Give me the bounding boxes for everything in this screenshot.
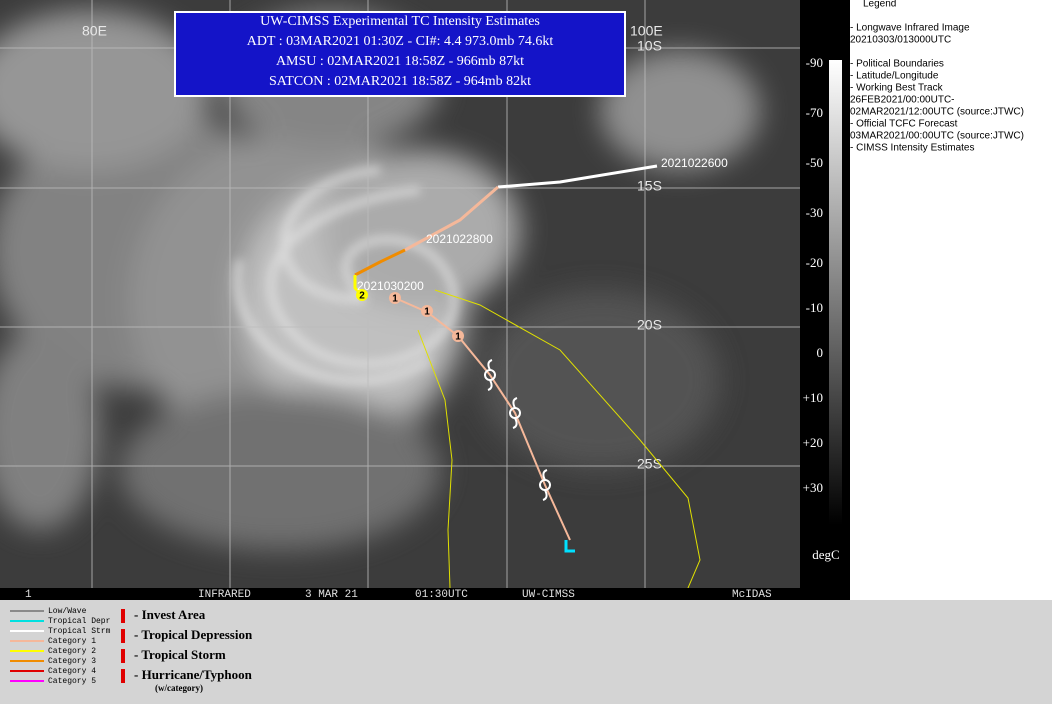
symbol-icon [121, 629, 125, 643]
colorbar-label: -90 [806, 55, 823, 70]
colorbar-label: +10 [803, 390, 823, 405]
symbol-legend-label: - Invest Area [134, 607, 206, 622]
colorbar-label: -30 [806, 205, 823, 220]
category-mark: 1 [392, 294, 398, 305]
header-line: SATCON : 02MAR2021 18:58Z - 964mb 82kt [269, 74, 531, 89]
header-title: UW-CIMSS Experimental TC Intensity Estim… [260, 14, 540, 29]
status-item: INFRARED [198, 589, 251, 601]
forecast-cone [417, 289, 701, 596]
symbol-icon [121, 669, 125, 683]
lat-label: 20S [637, 317, 662, 333]
colorbar-label: +30 [803, 480, 823, 495]
line-legend-label: Tropical Strm [48, 627, 111, 636]
header-box: UW-CIMSS Experimental TC Intensity Estim… [174, 11, 626, 97]
track-date: 2021022800 [426, 232, 493, 246]
symbol-icon [121, 649, 125, 663]
symbol-legend-label: - Tropical Depression [134, 627, 253, 642]
colorbar-panel: -90 -70 -50 -30 -20 -10 0 +10 +20 +30 degC [800, 0, 850, 600]
lat-label: 25S [637, 456, 662, 472]
header-line: AMSU : 02MAR2021 18:58Z - 966mb 87kt [276, 54, 524, 69]
header-line: ADT : 03MAR2021 01:30Z - CI#: 4.4 973.0m… [247, 34, 554, 49]
lon-label: 80E [82, 23, 107, 39]
legend-panel: Legend - Longwave Infrared Image20210303… [850, 0, 1052, 600]
track-dates: 2021022600 2021022800 2021030200 [357, 156, 728, 293]
colorbar-label: -10 [806, 300, 823, 315]
legend-line: - Official TCFC Forecast [850, 119, 958, 130]
legend-title: Legend [863, 0, 896, 10]
forecast-symbols: 2 1 1 1 [356, 289, 575, 553]
colorbar-unit: degC [812, 547, 839, 562]
track-date: 2021022600 [661, 156, 728, 170]
legend-line: 20210303/013000UTC [850, 35, 951, 46]
lat-label: 10S [637, 38, 662, 54]
line-legend-label: Low/Wave [48, 607, 87, 616]
status-item: UW-CIMSS [522, 589, 575, 601]
lat-lon-grid [0, 0, 800, 588]
legend-line: 02MAR2021/12:00UTC (source:JTWC) [850, 107, 1024, 118]
colorbar-label: -20 [806, 255, 823, 270]
track-date: 2021030200 [357, 279, 424, 293]
legend-line: - Working Best Track [850, 83, 944, 94]
status-item: 3 MAR 21 [305, 589, 358, 601]
symbol-note: (w/category) [155, 683, 203, 693]
colorbar-label: +20 [803, 435, 823, 450]
symbol-legend-label: - Tropical Storm [134, 647, 226, 662]
legend-line: - Political Boundaries [850, 59, 944, 70]
category-mark: 2 [359, 291, 365, 302]
colorbar-label: 0 [817, 345, 824, 360]
legend-line: - CIMSS Intensity Estimates [850, 143, 974, 154]
line-legend-label: Category 3 [48, 657, 96, 666]
legend-line: 03MAR2021/00:00UTC (source:JTWC) [850, 131, 1024, 142]
legend-line: - Longwave Infrared Image [850, 23, 970, 34]
lon-label: 100E [630, 23, 663, 39]
category-mark: 1 [455, 332, 461, 343]
line-legend-label: Category 5 [48, 677, 96, 686]
satellite-image [0, 0, 800, 588]
status-item: 1 [25, 589, 32, 601]
legend-line: 26FEB2021/00:00UTC- [850, 95, 955, 106]
status-bar: 1 INFRARED 3 MAR 21 01:30UTC UW-CIMSS Mc… [0, 588, 800, 601]
line-legend-label: Category 1 [48, 637, 96, 646]
line-legend-label: Category 4 [48, 667, 96, 676]
status-item: 01:30UTC [415, 589, 468, 601]
category-mark: 1 [424, 307, 430, 318]
symbol-icon [121, 609, 125, 623]
status-item: McIDAS [732, 589, 772, 601]
line-legend-label: Category 2 [48, 647, 96, 656]
legend-line: - Latitude/Longitude [850, 71, 939, 82]
symbol-legend-label: - Hurricane/Typhoon [134, 667, 253, 682]
colorbar-label: -70 [806, 105, 823, 120]
line-legend-label: Tropical Depr [48, 617, 111, 626]
colorbar-label: -50 [806, 155, 823, 170]
lat-label: 15S [637, 178, 662, 194]
